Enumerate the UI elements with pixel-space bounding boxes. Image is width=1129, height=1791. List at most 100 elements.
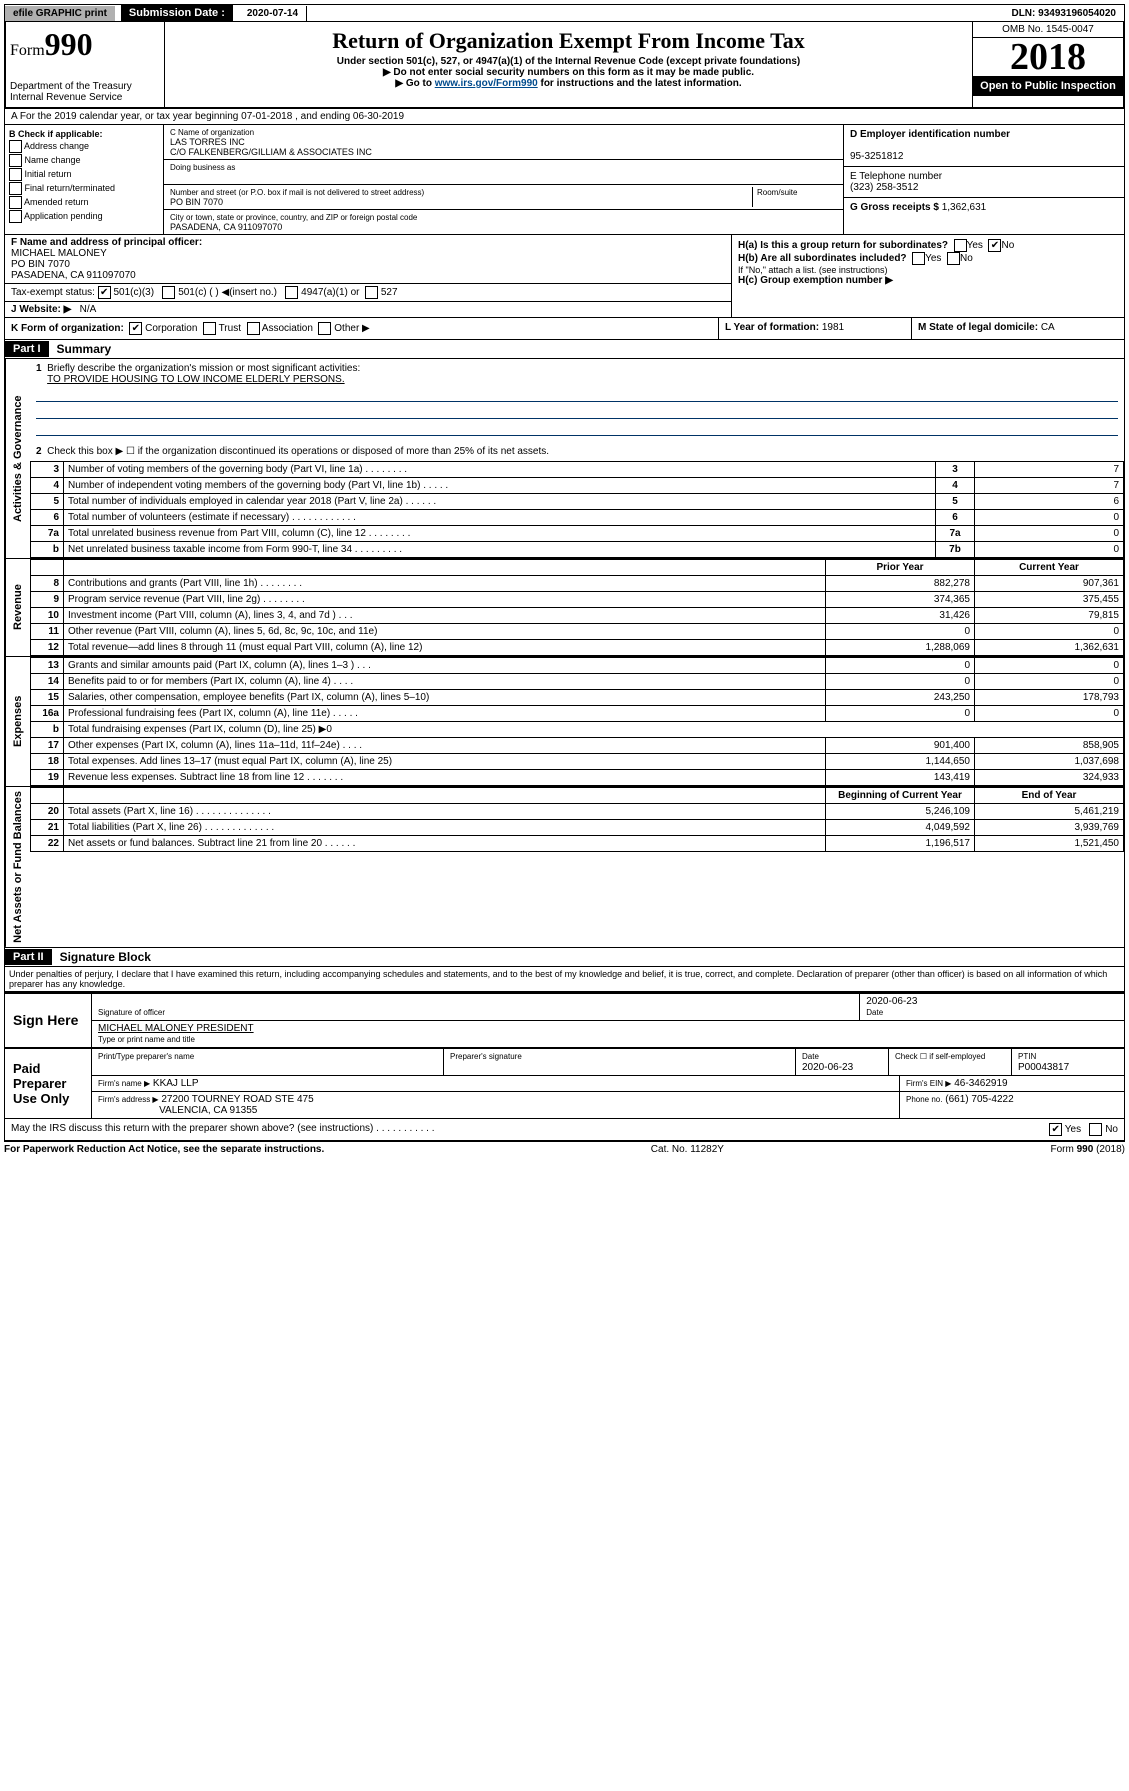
note-goto-post: for instructions and the latest informat… — [538, 78, 742, 89]
cb-corp[interactable] — [129, 322, 142, 335]
m-label: M State of legal domicile: — [918, 322, 1038, 333]
cb-app-pending[interactable] — [9, 210, 22, 223]
officer-addr2: PASADENA, CA 911097070 — [11, 270, 136, 281]
sig-officer-label: Signature of officer — [98, 1008, 165, 1017]
subtitle: Under section 501(c), 527, or 4947(a)(1)… — [169, 56, 968, 67]
firm-name-label: Firm's name ▶ — [98, 1079, 150, 1088]
part1-bar: Part I Summary — [4, 340, 1125, 359]
part2-header: Part II — [5, 949, 52, 965]
firm-addr-label: Firm's address ▶ — [98, 1095, 159, 1104]
cb-address-change[interactable] — [9, 140, 22, 153]
e-label: E Telephone number — [850, 171, 942, 182]
officer-name: MICHAEL MALONEY — [11, 248, 107, 259]
form-prefix: Form — [10, 42, 45, 59]
discuss-question: May the IRS discuss this return with the… — [11, 1123, 435, 1136]
declaration: Under penalties of perjury, I declare th… — [4, 967, 1125, 992]
note-goto-pre: ▶ Go to — [395, 78, 434, 89]
city-state-zip: PASADENA, CA 911097070 — [170, 222, 282, 232]
tab-netassets: Net Assets or Fund Balances — [5, 787, 30, 947]
firm-ein: 46-3462919 — [954, 1078, 1007, 1089]
gross-receipts: 1,362,631 — [942, 202, 987, 213]
b-label: B Check if applicable: — [9, 129, 103, 139]
hb-note: If "No," attach a list. (see instruction… — [738, 265, 1118, 275]
cb-527[interactable] — [365, 286, 378, 299]
preparer-sig-label: Preparer's signature — [450, 1052, 522, 1061]
cb-name-change[interactable] — [9, 154, 22, 167]
j-label: J Website: ▶ — [11, 304, 71, 315]
ptin-label: PTIN — [1018, 1052, 1036, 1061]
department: Department of the Treasury Internal Reve… — [10, 81, 160, 103]
ptin: P00043817 — [1018, 1062, 1069, 1073]
care-of: C/O FALKENBERG/GILLIAM & ASSOCIATES INC — [170, 147, 372, 157]
efile-badge: efile GRAPHIC print — [5, 6, 115, 21]
firm-addr1: 27200 TOURNEY ROAD STE 475 — [161, 1094, 313, 1105]
footer-right: Form 990 (2018) — [1051, 1144, 1126, 1155]
officer-addr1: PO BIN 7070 — [11, 259, 70, 270]
gov-table: 3Number of voting members of the governi… — [30, 461, 1124, 558]
form-header: Form990 Department of the Treasury Inter… — [4, 22, 1125, 109]
date-label: Date — [866, 1008, 883, 1017]
l-label: L Year of formation: — [725, 322, 819, 333]
cb-501c[interactable] — [162, 286, 175, 299]
hb-label: H(b) Are all subordinates included? — [738, 253, 907, 264]
discuss-row: May the IRS discuss this return with the… — [4, 1119, 1125, 1141]
cb-hb-yes[interactable] — [912, 252, 925, 265]
mission-text: TO PROVIDE HOUSING TO LOW INCOME ELDERLY… — [47, 374, 344, 385]
firm-addr2: VALENCIA, CA 91355 — [159, 1105, 257, 1116]
sign-here-section: Sign Here Signature of officer 2020-06-2… — [4, 992, 1125, 1048]
tax-year: 2018 — [973, 38, 1123, 76]
tab-expenses: Expenses — [5, 657, 30, 786]
print-preparer-label: Print/Type preparer's name — [98, 1052, 194, 1061]
year-formation: 1981 — [822, 322, 844, 333]
cb-501c3[interactable] — [98, 286, 111, 299]
dba-label: Doing business as — [170, 163, 235, 172]
tab-revenue: Revenue — [5, 559, 30, 656]
cb-ha-no[interactable] — [988, 239, 1001, 252]
exp-table: 13Grants and similar amounts paid (Part … — [30, 657, 1124, 786]
net-table: Beginning of Current YearEnd of Year20To… — [30, 787, 1124, 852]
f-label: F Name and address of principal officer: — [11, 237, 202, 248]
cb-initial-return[interactable] — [9, 168, 22, 181]
governance-block: Activities & Governance 1 Briefly descri… — [4, 359, 1125, 559]
paid-preparer-section: Paid Preparer Use Only Print/Type prepar… — [4, 1048, 1125, 1119]
cb-ha-yes[interactable] — [954, 239, 967, 252]
street-address: PO BIN 7070 — [170, 197, 223, 207]
cb-hb-no[interactable] — [947, 252, 960, 265]
part1-title: Summary — [49, 340, 120, 358]
note-ssn: ▶ Do not enter social security numbers o… — [169, 67, 968, 78]
row-klm: K Form of organization: Corporation Trus… — [4, 318, 1125, 340]
footer-center: Cat. No. 11282Y — [651, 1144, 724, 1155]
paid-preparer-label: Paid Preparer Use Only — [5, 1049, 92, 1118]
telephone: (323) 258-3512 — [850, 182, 918, 193]
cb-final-return[interactable] — [9, 182, 22, 195]
type-name-label: Type or print name and title — [98, 1035, 195, 1044]
d-label: D Employer identification number — [850, 129, 1010, 140]
cb-assoc[interactable] — [247, 322, 260, 335]
cb-discuss-yes[interactable] — [1049, 1123, 1062, 1136]
cb-amended[interactable] — [9, 196, 22, 209]
prep-date: 2020-06-23 — [802, 1062, 853, 1073]
section-bcd: B Check if applicable: Address change Na… — [4, 125, 1125, 235]
room-label: Room/suite — [757, 188, 797, 197]
tab-governance: Activities & Governance — [5, 359, 30, 558]
part1-header: Part I — [5, 341, 49, 357]
cb-discuss-no[interactable] — [1089, 1123, 1102, 1136]
footer-left: For Paperwork Reduction Act Notice, see … — [4, 1144, 324, 1155]
cb-other[interactable] — [318, 322, 331, 335]
website: N/A — [80, 304, 97, 315]
state-domicile: CA — [1041, 322, 1055, 333]
phone-label: Phone no. — [906, 1095, 942, 1104]
officer-name-title: MICHAEL MALONEY PRESIDENT — [98, 1023, 254, 1034]
addr-label: Number and street (or P.O. box if mail i… — [170, 188, 424, 197]
check-self-label: Check ☐ if self-employed — [895, 1052, 985, 1061]
rev-table: Prior YearCurrent Year8Contributions and… — [30, 559, 1124, 656]
revenue-block: Revenue Prior YearCurrent Year8Contribut… — [4, 559, 1125, 657]
org-name: LAS TORRES INC — [170, 137, 245, 147]
city-label: City or town, state or province, country… — [170, 213, 417, 222]
submission-label: Submission Date : — [121, 5, 233, 21]
cb-trust[interactable] — [203, 322, 216, 335]
irs-link[interactable]: www.irs.gov/Form990 — [435, 78, 538, 89]
submission-date: 2020-07-14 — [239, 6, 307, 21]
cb-4947[interactable] — [285, 286, 298, 299]
firm-ein-label: Firm's EIN ▶ — [906, 1079, 951, 1088]
